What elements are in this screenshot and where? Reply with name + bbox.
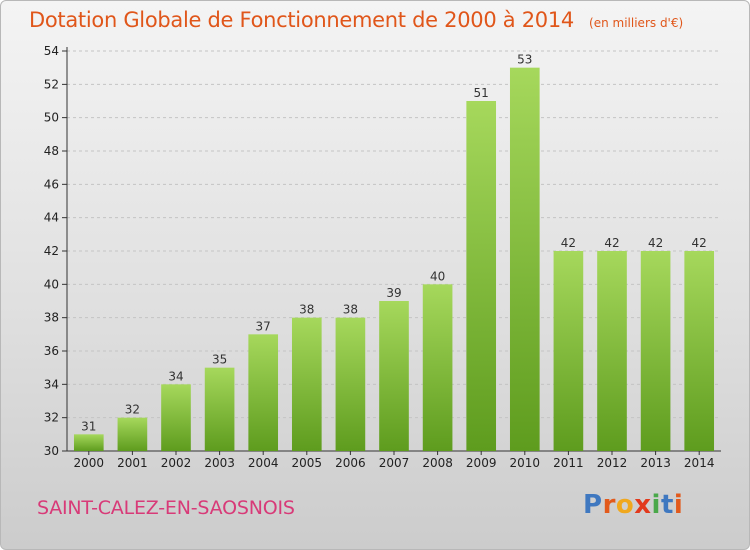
data-label: 40 <box>430 269 445 283</box>
bar <box>204 367 235 451</box>
y-tick-label: 48 <box>44 144 59 158</box>
y-tick-label: 38 <box>44 311 59 325</box>
data-label: 42 <box>648 236 663 250</box>
x-tick-label: 2011 <box>553 456 584 470</box>
bar <box>422 284 453 451</box>
bar <box>509 67 540 452</box>
data-label: 53 <box>517 53 532 67</box>
logo-letter: P <box>583 490 603 520</box>
bar <box>248 334 279 451</box>
bar <box>291 317 322 451</box>
x-tick-label: 2001 <box>117 456 148 470</box>
bar <box>73 434 104 451</box>
bar <box>640 251 671 451</box>
commune-name: SAINT-CALEZ-EN-SAOSNOIS <box>37 497 295 519</box>
y-tick-label: 30 <box>44 444 59 458</box>
chart-subtitle: (en milliers d'€) <box>589 16 684 30</box>
y-tick-label: 52 <box>44 77 59 91</box>
x-tick-label: 2014 <box>684 456 715 470</box>
x-tick-label: 2005 <box>292 456 323 470</box>
data-label: 32 <box>125 403 140 417</box>
bar <box>117 417 148 451</box>
data-label: 42 <box>604 236 619 250</box>
data-label: 51 <box>474 86 489 100</box>
x-tick-label: 2004 <box>248 456 279 470</box>
x-tick-label: 2007 <box>379 456 410 470</box>
y-tick-label: 40 <box>44 277 59 291</box>
data-label: 38 <box>299 303 314 317</box>
y-tick-label: 46 <box>44 177 59 191</box>
x-tick-label: 2000 <box>74 456 105 470</box>
y-tick-label: 44 <box>44 211 59 225</box>
y-tick-label: 32 <box>44 411 59 425</box>
x-tick-label: 2009 <box>466 456 497 470</box>
x-tick-label: 2012 <box>597 456 628 470</box>
logo-letter: t <box>660 490 674 520</box>
bar <box>335 317 366 451</box>
data-label: 37 <box>256 319 271 333</box>
logo-letter: i <box>651 490 661 520</box>
bar <box>597 251 627 451</box>
y-tick-label: 42 <box>44 244 59 258</box>
y-tick-label: 50 <box>44 111 59 125</box>
logo-letter: i <box>673 490 684 520</box>
x-tick-label: 2006 <box>335 456 366 470</box>
x-tick-label: 2008 <box>422 456 453 470</box>
bar <box>161 384 191 451</box>
data-label: 42 <box>561 236 576 250</box>
logo-letter: x <box>634 490 652 520</box>
bar <box>684 251 715 451</box>
bar <box>553 251 584 451</box>
title-row: Dotation Globale de Fonctionnement de 20… <box>29 8 683 32</box>
data-label: 42 <box>692 236 707 250</box>
x-tick-label: 2002 <box>161 456 192 470</box>
logo-letter: r <box>602 490 616 520</box>
data-label: 34 <box>168 369 183 383</box>
proxiti-logo: Proxiti <box>583 490 683 520</box>
data-label: 31 <box>81 419 96 433</box>
bar <box>379 301 409 451</box>
x-tick-label: 2013 <box>640 456 671 470</box>
y-tick-label: 54 <box>44 44 59 58</box>
bar <box>466 101 497 451</box>
x-tick-label: 2010 <box>510 456 541 470</box>
data-label: 39 <box>386 286 401 300</box>
y-tick-label: 34 <box>44 377 59 391</box>
data-label: 35 <box>212 353 227 367</box>
logo-letter: o <box>615 490 635 520</box>
x-tick-label: 2003 <box>204 456 235 470</box>
chart-title: Dotation Globale de Fonctionnement de 20… <box>29 8 574 32</box>
y-tick-label: 36 <box>44 344 59 358</box>
data-label: 38 <box>343 303 358 317</box>
